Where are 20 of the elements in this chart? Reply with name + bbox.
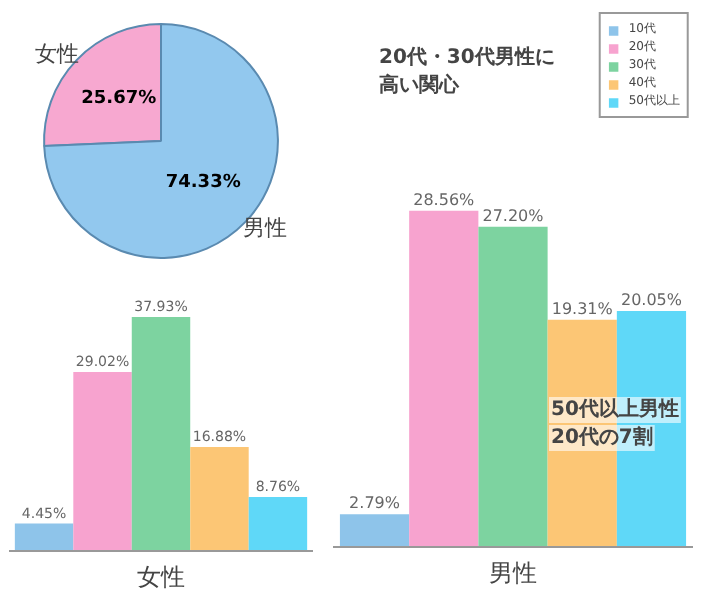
data-label: 74.33%	[165, 172, 241, 193]
data-label: 25.67%	[81, 89, 157, 110]
bar	[248, 496, 308, 551]
bar	[14, 523, 74, 551]
x-axis-title: 男性	[489, 559, 537, 587]
bar	[73, 372, 132, 551]
slice-label: 男性	[242, 214, 287, 241]
data-label: 20.05%	[620, 290, 683, 309]
text: 高い関心	[379, 73, 461, 97]
data-label: 2.79%	[349, 494, 401, 513]
data-label: 19.31%	[551, 299, 614, 318]
data-label: 27.20%	[482, 206, 545, 225]
text: 20代・30代男性に	[379, 45, 555, 69]
bar	[190, 446, 249, 551]
x-axis-title: 女性	[137, 563, 185, 591]
data-label: 28.56%	[413, 190, 476, 209]
annotation: 20代の7割	[551, 425, 653, 449]
bar	[131, 317, 191, 551]
annotation: 50代以上男性	[551, 397, 679, 421]
slice-label: 女性	[35, 41, 80, 68]
